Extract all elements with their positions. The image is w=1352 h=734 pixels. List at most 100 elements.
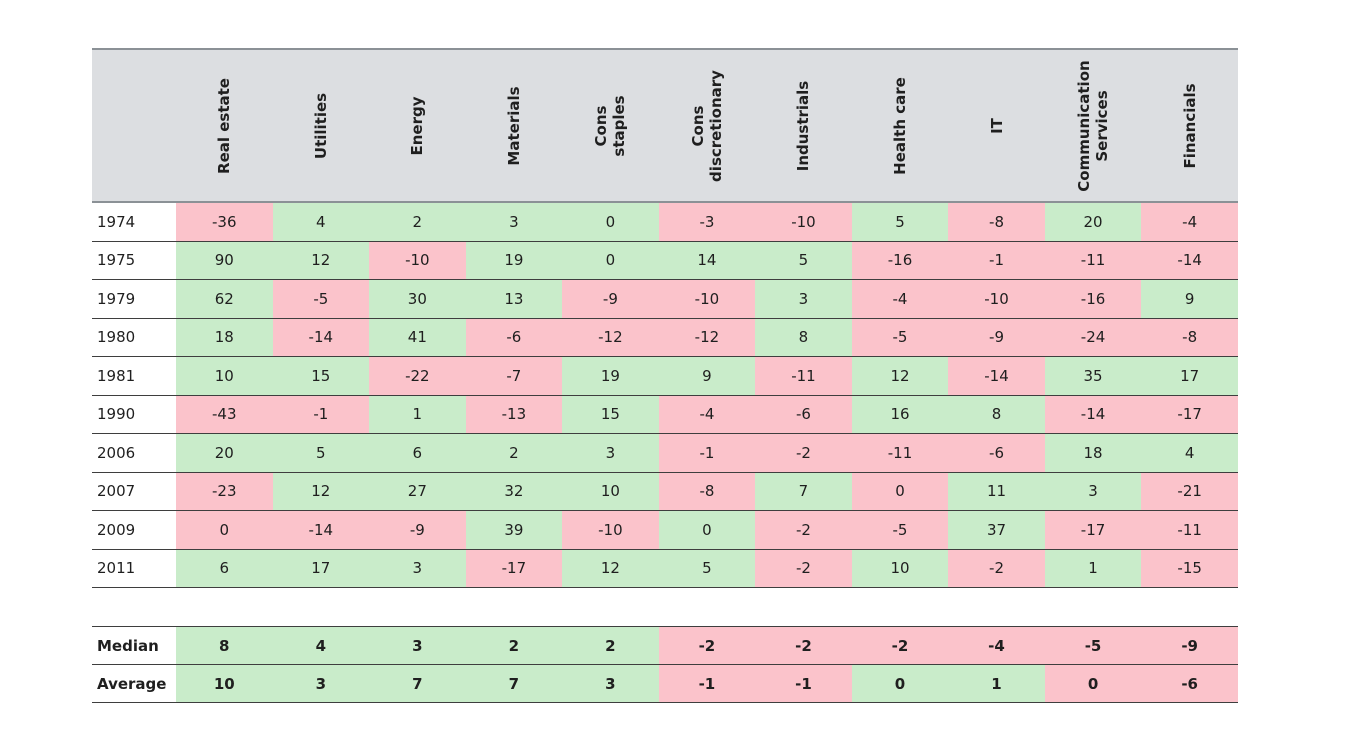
value-cell: 7	[465, 664, 563, 703]
value-cell: 0	[851, 664, 949, 703]
value-cell: 4	[272, 626, 370, 665]
value-cell: 0	[562, 241, 659, 280]
value-cell: 41	[369, 318, 466, 357]
value-cell: 0	[176, 510, 273, 550]
value-cell: -1	[948, 241, 1045, 280]
table-row: 1980 18 -14 41 -6 -12 -12 8 -5 -9 -24 -8	[92, 318, 1238, 357]
table-row: 2009 0 -14 -9 39 -10 0 -2 -5 37 -17 -11	[92, 510, 1238, 550]
column-header-label: Utilities	[311, 92, 330, 159]
value-cell: -21	[1141, 472, 1238, 511]
value-cell: 9	[658, 356, 756, 396]
value-cell: -4	[851, 279, 949, 319]
value-cell: -43	[176, 395, 273, 434]
value-cell: 90	[176, 241, 273, 280]
value-cell: 18	[176, 318, 273, 357]
value-cell: 20	[176, 433, 273, 473]
row-label: Average	[92, 664, 176, 703]
value-cell: 3	[369, 626, 466, 665]
row-label: 1981	[92, 356, 176, 396]
value-cell: -16	[1044, 279, 1142, 319]
value-cell: 14	[658, 241, 756, 280]
value-cell: -2	[658, 626, 756, 665]
value-cell: 7	[369, 664, 466, 703]
column-header: Health care	[851, 48, 949, 203]
value-cell: -14	[272, 510, 370, 550]
table-row: 1974 -36 4 2 3 0 -3 -10 5 -8 20 -4	[92, 202, 1238, 242]
value-cell: -22	[369, 356, 466, 396]
value-cell: 15	[562, 395, 659, 434]
value-cell: 18	[1044, 433, 1142, 473]
value-cell: -5	[1044, 626, 1142, 665]
value-cell: -2	[755, 626, 852, 665]
value-cell: -10	[948, 279, 1045, 319]
value-cell: -14	[1141, 241, 1238, 280]
column-header-label: Financials	[1180, 82, 1199, 169]
column-header-label: Communication Services	[1075, 59, 1112, 192]
value-cell: -1	[755, 664, 852, 703]
row-label: 1980	[92, 318, 176, 357]
sector-returns-heatmap-table: Real estate Utilities Energy Materials Cons …	[92, 48, 1238, 703]
value-cell: 35	[1044, 356, 1142, 396]
value-cell: -10	[755, 202, 852, 242]
value-cell: -9	[948, 318, 1045, 357]
column-header-label: Cons staples	[592, 94, 629, 157]
row-label: 1975	[92, 241, 176, 280]
value-cell: 3	[1044, 472, 1142, 511]
value-cell: -23	[176, 472, 273, 511]
value-cell: 10	[851, 549, 949, 588]
value-cell: -2	[755, 510, 852, 550]
value-cell: 3	[755, 279, 852, 319]
table-row: 1975 90 12 -10 19 0 14 5 -16 -1 -11 -14	[92, 241, 1238, 280]
value-cell: 39	[465, 510, 563, 550]
value-cell: 12	[272, 472, 370, 511]
table-row: 2006 20 5 6 2 3 -1 -2 -11 -6 18 4	[92, 433, 1238, 473]
value-cell: -10	[562, 510, 659, 550]
value-cell: -11	[1044, 241, 1142, 280]
value-cell: 32	[465, 472, 563, 511]
column-header: Cons discretionary	[658, 48, 756, 203]
value-cell: -7	[465, 356, 563, 396]
value-cell: -11	[1141, 510, 1238, 550]
value-cell: 17	[272, 549, 370, 588]
value-cell: -9	[562, 279, 659, 319]
table-row: Median 8 4 3 2 2 -2 -2 -2 -4 -5 -9	[92, 626, 1238, 665]
column-header-label: Health care	[890, 76, 909, 175]
corner-cell	[92, 48, 176, 203]
value-cell: 0	[1044, 664, 1142, 703]
row-label: 2006	[92, 433, 176, 473]
table-row: 1979 62 -5 30 13 -9 -10 3 -4 -10 -16 9	[92, 279, 1238, 319]
value-cell: -1	[658, 433, 756, 473]
value-cell: 0	[658, 510, 756, 550]
value-cell: -9	[1141, 626, 1238, 665]
value-cell: -17	[1044, 510, 1142, 550]
value-cell: -10	[369, 241, 466, 280]
column-header-label: Cons discretionary	[688, 69, 725, 182]
value-cell: -6	[1141, 664, 1238, 703]
value-cell: 2	[465, 433, 563, 473]
column-header: IT	[948, 48, 1045, 203]
value-cell: -14	[1044, 395, 1142, 434]
table-header: Real estate Utilities Energy Materials Cons …	[92, 48, 1238, 203]
value-cell: -10	[658, 279, 756, 319]
value-cell: 27	[369, 472, 466, 511]
value-cell: -12	[658, 318, 756, 357]
table-body: 1974 -36 4 2 3 0 -3 -10 5 -8 20 -4 1975 90 12 -10 19 0 14 5…	[92, 202, 1238, 703]
value-cell: 12	[562, 549, 659, 588]
column-header: Communication Services	[1044, 48, 1142, 203]
value-cell: 3	[272, 664, 370, 703]
value-cell: 1	[1044, 549, 1142, 588]
row-label: Median	[92, 626, 176, 665]
value-cell: -13	[465, 395, 563, 434]
column-header-label: Materials	[504, 85, 523, 166]
value-cell: 8	[176, 626, 273, 665]
value-cell: -16	[851, 241, 949, 280]
value-cell: -17	[465, 549, 563, 588]
value-cell: 16	[851, 395, 949, 434]
column-header-row: Real estate Utilities Energy Materials Cons …	[92, 48, 1238, 203]
value-cell: 2	[562, 626, 659, 665]
column-header: Cons staples	[562, 48, 659, 203]
column-header: Real estate	[176, 48, 273, 203]
table-row: 1990 -43 -1 1 -13 15 -4 -6 16 8 -14 -17	[92, 395, 1238, 434]
value-cell: -17	[1141, 395, 1238, 434]
value-cell: 3	[465, 202, 563, 242]
